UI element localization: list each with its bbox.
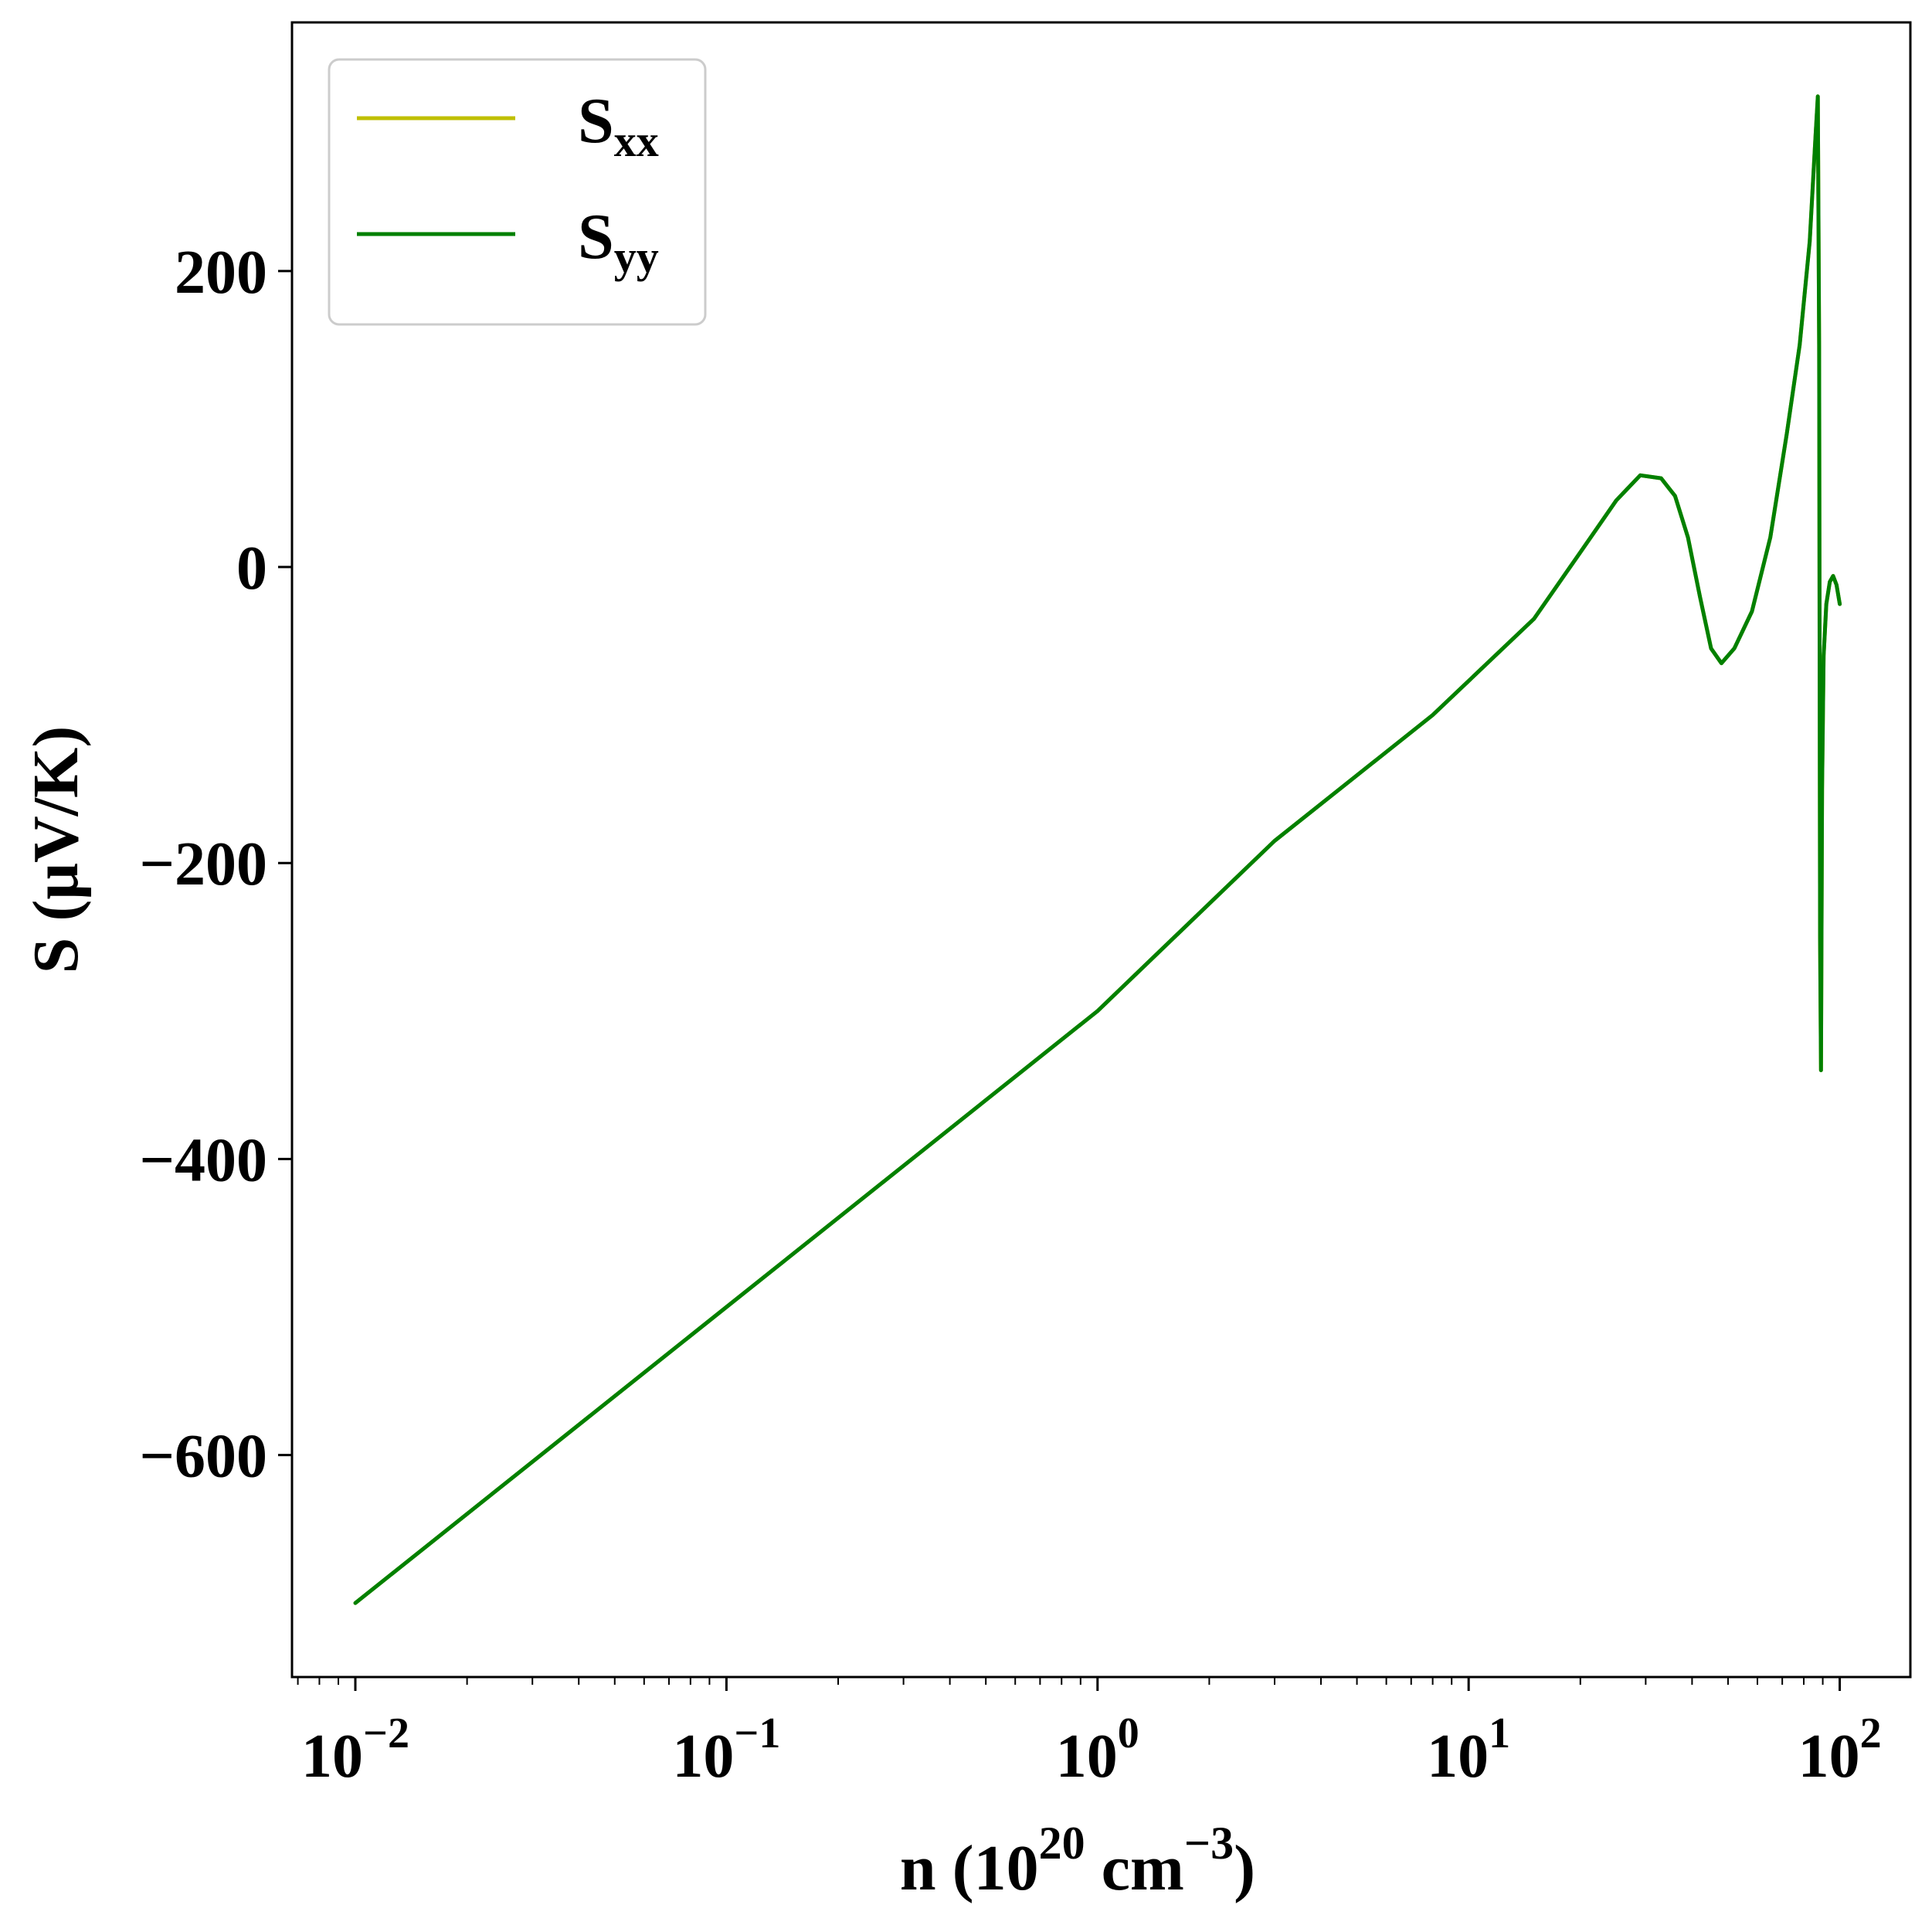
x-tick-label-exponent: 2: [1860, 1709, 1882, 1757]
x-axis-title: n (1020 cm−3): [900, 1818, 1255, 1904]
y-axis-title: S (μV/K): [20, 726, 92, 974]
y-tick-label: −200: [139, 830, 267, 898]
plot-frame: [290, 21, 1912, 1679]
x-axis-title-suffix: ): [1234, 1832, 1255, 1904]
legend-label-syy: Syy: [578, 201, 659, 282]
x-tick-label-base: 10: [1056, 1723, 1118, 1791]
legend-label-syy-base: S: [578, 201, 614, 273]
x-tick-label: 101: [1427, 1709, 1510, 1791]
y-tick-label: 0: [236, 535, 267, 603]
y-ticks: 200 0 −200 −400 −600: [139, 239, 292, 1491]
legend: Sxx Syy: [328, 58, 707, 326]
x-axis-title-sup2: −3: [1184, 1818, 1234, 1869]
x-tick-label-base: 10: [1427, 1723, 1489, 1791]
x-tick-label: 10−2: [301, 1709, 409, 1791]
x-tick-label-exponent: 0: [1118, 1709, 1139, 1757]
series-line-yy: [353, 94, 1842, 1605]
x-tick-label: 102: [1798, 1709, 1882, 1791]
legend-label-syy-sub: yy: [614, 232, 659, 282]
x-axis-title-mid: cm: [1085, 1832, 1184, 1904]
y-tick-label: −400: [139, 1126, 267, 1194]
series-lines: [353, 94, 1842, 1605]
legend-label-sxx-sub: xx: [614, 116, 659, 166]
legend-label-sxx-base: S: [578, 85, 614, 157]
x-tick-label-exponent: −1: [734, 1709, 780, 1757]
x-tick-label-base: 10: [1798, 1723, 1860, 1791]
x-tick-label-exponent: 1: [1489, 1709, 1510, 1757]
x-minor-ticks: [297, 1677, 1824, 1685]
y-tick-label: 200: [175, 239, 267, 307]
y-tick-label: −600: [139, 1423, 267, 1491]
x-tick-label-base: 10: [301, 1723, 363, 1791]
x-axis-title-sup1: 20: [1039, 1818, 1085, 1869]
legend-label-sxx: Sxx: [578, 85, 659, 166]
x-tick-label-base: 10: [672, 1723, 734, 1791]
x-major-ticks: 10−2 10−1 100 101 102: [301, 1677, 1882, 1791]
x-axis-title-prefix: n (10: [900, 1832, 1039, 1904]
x-tick-label: 100: [1056, 1709, 1139, 1791]
legend-box: [328, 58, 707, 326]
x-tick-label-exponent: −2: [363, 1709, 409, 1757]
x-tick-label: 10−1: [672, 1709, 780, 1791]
